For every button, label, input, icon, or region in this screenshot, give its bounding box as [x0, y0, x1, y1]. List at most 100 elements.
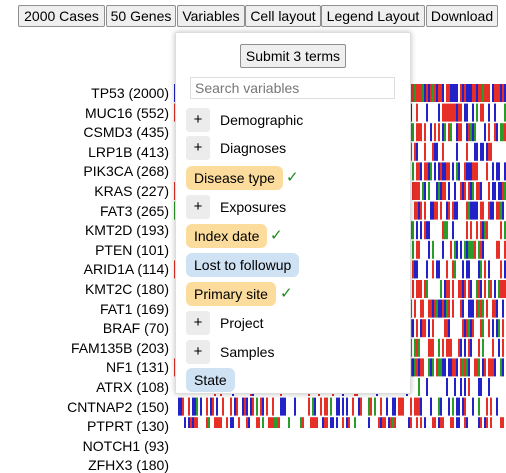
mutation-cell[interactable]	[416, 162, 418, 181]
mutation-cell[interactable]	[500, 201, 502, 220]
mutation-cell[interactable]	[470, 162, 472, 181]
mutation-cell[interactable]	[430, 201, 432, 220]
mutation-cell[interactable]	[422, 319, 424, 338]
mutation-cell[interactable]	[482, 358, 484, 377]
mutation-cell[interactable]	[480, 280, 482, 298]
mutation-cell[interactable]	[478, 358, 480, 377]
mutation-cell[interactable]	[438, 123, 440, 142]
mutation-cell[interactable]	[358, 397, 360, 416]
mutation-cell[interactable]	[230, 397, 232, 416]
mutation-cell[interactable]	[464, 162, 466, 181]
mutation-cell[interactable]	[456, 201, 458, 220]
mutation-cell[interactable]	[478, 182, 480, 200]
mutation-cell[interactable]	[494, 280, 496, 298]
mutation-cell[interactable]	[420, 221, 422, 240]
mutation-cell[interactable]	[460, 240, 462, 259]
mutation-cell[interactable]	[482, 338, 484, 357]
mutation-cell[interactable]	[384, 417, 386, 428]
mutation-cell[interactable]	[426, 84, 428, 102]
mutation-cell[interactable]	[442, 358, 444, 377]
mutation-cell[interactable]	[448, 201, 450, 220]
mutation-cell[interactable]	[410, 221, 412, 240]
mutation-cell[interactable]	[426, 280, 428, 298]
mutation-cell[interactable]	[438, 397, 440, 416]
mutation-cell[interactable]	[484, 123, 486, 142]
mutation-cell[interactable]	[502, 319, 504, 338]
mutation-cell[interactable]	[488, 201, 490, 220]
mutation-cell[interactable]	[476, 201, 478, 220]
mutation-cell[interactable]	[462, 299, 464, 318]
mutation-cell[interactable]	[466, 240, 468, 259]
mutation-cell[interactable]	[456, 162, 458, 181]
mutation-cell[interactable]	[444, 299, 446, 318]
mutation-cell[interactable]	[488, 103, 490, 122]
mutation-cell[interactable]	[426, 103, 428, 122]
mutation-cell[interactable]	[412, 260, 414, 279]
mutation-cell[interactable]	[484, 280, 486, 298]
mutation-cell[interactable]	[378, 417, 380, 428]
mutation-cell[interactable]	[436, 182, 438, 200]
mutation-cell[interactable]	[260, 397, 262, 416]
mutation-cell[interactable]	[476, 142, 478, 161]
mutation-cell[interactable]	[414, 201, 416, 220]
mutation-cell[interactable]	[444, 221, 446, 240]
mutation-cell[interactable]	[422, 358, 424, 377]
mutation-cell[interactable]	[494, 299, 496, 318]
mutation-cell[interactable]	[450, 338, 452, 357]
mutation-cell[interactable]	[410, 338, 412, 357]
mutation-cell[interactable]	[468, 260, 470, 279]
mutation-cell[interactable]	[472, 319, 474, 338]
mutation-cell[interactable]	[446, 260, 448, 279]
mutation-cell[interactable]	[398, 397, 400, 416]
mutation-cell[interactable]	[430, 397, 432, 416]
mutation-cell[interactable]	[500, 182, 502, 200]
mutation-cell[interactable]	[494, 358, 496, 377]
mutation-cell[interactable]	[468, 319, 470, 338]
mutation-cell[interactable]	[456, 123, 458, 142]
mutation-cell[interactable]	[472, 123, 474, 142]
mutation-cell[interactable]	[478, 397, 480, 416]
mutation-cell[interactable]	[410, 319, 412, 338]
mutation-cell[interactable]	[420, 417, 422, 428]
mutation-cell[interactable]	[490, 280, 492, 298]
mutation-cell[interactable]	[472, 240, 474, 259]
mutation-cell[interactable]	[486, 397, 488, 416]
mutation-cell[interactable]	[428, 299, 430, 318]
mutation-cell[interactable]	[442, 142, 444, 161]
mutation-cell[interactable]	[430, 338, 432, 357]
mutation-cell[interactable]	[262, 397, 264, 416]
mutation-cell[interactable]	[448, 103, 450, 122]
mutation-cell[interactable]	[410, 84, 412, 102]
mutation-cell[interactable]	[478, 299, 480, 318]
mutation-cell[interactable]	[464, 280, 466, 298]
mutation-cell[interactable]	[416, 221, 418, 240]
mutation-cell[interactable]	[424, 84, 426, 102]
mutation-cell[interactable]	[216, 397, 218, 416]
mutation-cell[interactable]	[206, 417, 208, 428]
mutation-cell[interactable]	[418, 338, 420, 357]
mutation-cell[interactable]	[448, 397, 450, 416]
mutation-cell[interactable]	[300, 417, 302, 428]
mutation-cell[interactable]	[450, 417, 452, 428]
mutation-cell[interactable]	[460, 182, 462, 200]
mutation-cell[interactable]	[466, 417, 468, 428]
mutation-cell[interactable]	[246, 397, 248, 416]
mutation-cell[interactable]	[484, 358, 486, 377]
mutation-cell[interactable]	[414, 182, 416, 200]
mutation-cell[interactable]	[492, 358, 494, 377]
mutation-cell[interactable]	[492, 162, 494, 181]
mutation-cell[interactable]	[452, 260, 454, 279]
mutation-cell[interactable]	[274, 417, 276, 428]
mutation-cell[interactable]	[492, 299, 494, 318]
mutation-cell[interactable]	[234, 397, 236, 416]
mutation-cell[interactable]	[452, 299, 454, 318]
mutation-cell[interactable]	[474, 240, 476, 259]
mutation-cell[interactable]	[504, 162, 506, 181]
mutation-cell[interactable]	[476, 299, 478, 318]
mutation-cell[interactable]	[346, 417, 348, 428]
mutation-cell[interactable]	[472, 84, 474, 102]
mutation-cell[interactable]	[424, 221, 426, 240]
mutation-cell[interactable]	[476, 280, 478, 298]
mutation-cell[interactable]	[320, 397, 322, 416]
mutation-cell[interactable]	[496, 397, 498, 416]
